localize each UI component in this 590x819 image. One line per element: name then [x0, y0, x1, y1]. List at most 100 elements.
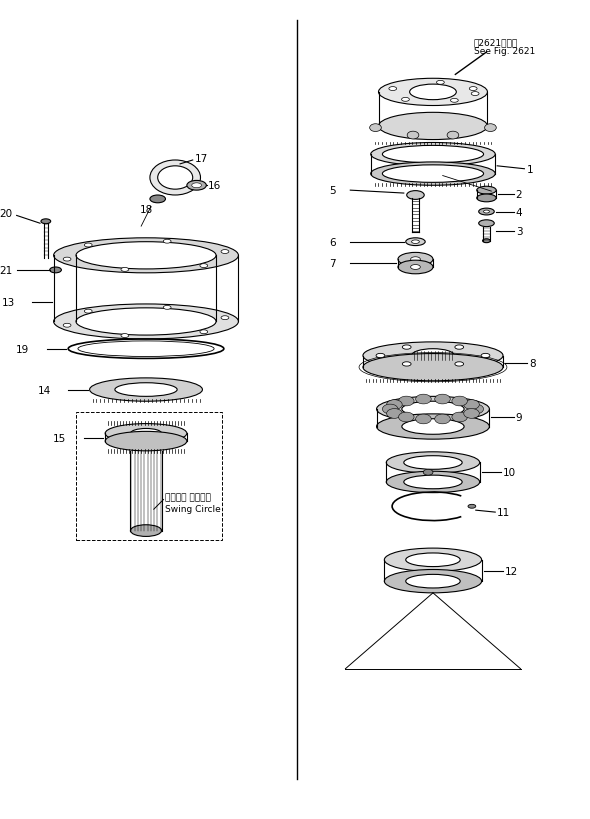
Text: 1: 1: [526, 165, 533, 174]
Ellipse shape: [484, 210, 489, 214]
Ellipse shape: [158, 166, 193, 190]
Ellipse shape: [477, 187, 496, 195]
Ellipse shape: [41, 219, 51, 224]
Ellipse shape: [407, 192, 424, 200]
Text: 15: 15: [53, 433, 66, 444]
Ellipse shape: [483, 239, 490, 243]
Ellipse shape: [411, 265, 420, 270]
Text: 20: 20: [0, 209, 13, 219]
Ellipse shape: [370, 124, 381, 133]
Ellipse shape: [455, 346, 464, 350]
Ellipse shape: [484, 124, 496, 133]
Ellipse shape: [416, 395, 431, 405]
Text: 10: 10: [503, 468, 516, 477]
Text: 12: 12: [505, 567, 518, 577]
Ellipse shape: [402, 402, 464, 417]
Ellipse shape: [363, 342, 503, 369]
Text: Swing Circle: Swing Circle: [165, 505, 221, 513]
Ellipse shape: [379, 113, 487, 140]
Ellipse shape: [63, 258, 71, 262]
Ellipse shape: [382, 405, 398, 414]
Ellipse shape: [468, 505, 476, 509]
Ellipse shape: [407, 132, 419, 140]
Ellipse shape: [435, 414, 450, 424]
Ellipse shape: [412, 349, 454, 363]
Ellipse shape: [402, 98, 409, 102]
Ellipse shape: [130, 429, 162, 439]
Ellipse shape: [416, 414, 431, 424]
Text: 14: 14: [37, 385, 51, 395]
Ellipse shape: [478, 209, 494, 215]
Ellipse shape: [398, 253, 433, 267]
Ellipse shape: [398, 413, 414, 423]
Text: 13: 13: [1, 297, 15, 308]
Text: 19: 19: [16, 344, 30, 355]
Ellipse shape: [163, 240, 171, 244]
Text: 5: 5: [329, 186, 336, 196]
Ellipse shape: [402, 419, 464, 435]
Ellipse shape: [121, 268, 129, 272]
Ellipse shape: [379, 79, 487, 106]
Ellipse shape: [386, 472, 480, 493]
Ellipse shape: [409, 85, 456, 101]
Ellipse shape: [371, 143, 495, 166]
Ellipse shape: [464, 409, 479, 419]
Text: 2: 2: [516, 190, 522, 200]
Ellipse shape: [471, 93, 479, 97]
Ellipse shape: [76, 242, 216, 269]
Text: 17: 17: [195, 154, 208, 164]
Ellipse shape: [115, 383, 177, 397]
Text: 8: 8: [529, 359, 536, 369]
Ellipse shape: [150, 196, 165, 204]
Ellipse shape: [404, 456, 462, 470]
Ellipse shape: [50, 268, 61, 274]
Text: 21: 21: [0, 265, 13, 275]
Ellipse shape: [76, 309, 216, 336]
Ellipse shape: [163, 306, 171, 310]
Ellipse shape: [54, 305, 238, 340]
Ellipse shape: [477, 195, 496, 202]
Ellipse shape: [384, 570, 481, 593]
Ellipse shape: [192, 183, 201, 188]
Text: 6: 6: [329, 238, 336, 247]
Text: See Fig. 2621: See Fig. 2621: [474, 47, 535, 56]
Ellipse shape: [90, 378, 202, 402]
Text: 3: 3: [516, 227, 522, 237]
Ellipse shape: [382, 147, 484, 164]
Text: 第2621図参照: 第2621図参照: [474, 38, 518, 48]
Ellipse shape: [376, 354, 385, 358]
Ellipse shape: [371, 163, 495, 186]
Ellipse shape: [423, 470, 433, 476]
Ellipse shape: [382, 165, 484, 183]
Ellipse shape: [411, 257, 420, 262]
Ellipse shape: [221, 316, 229, 320]
Ellipse shape: [447, 132, 459, 140]
Ellipse shape: [187, 181, 206, 191]
Text: 11: 11: [497, 508, 510, 518]
Ellipse shape: [150, 161, 201, 196]
Ellipse shape: [469, 88, 477, 92]
Ellipse shape: [386, 400, 402, 410]
Ellipse shape: [481, 354, 490, 358]
Ellipse shape: [384, 549, 481, 572]
Ellipse shape: [200, 265, 208, 269]
Ellipse shape: [406, 238, 425, 247]
Ellipse shape: [404, 476, 462, 489]
Ellipse shape: [452, 396, 467, 406]
Ellipse shape: [105, 424, 187, 444]
Ellipse shape: [386, 409, 402, 419]
Ellipse shape: [389, 88, 396, 92]
Ellipse shape: [452, 413, 467, 423]
Ellipse shape: [84, 244, 92, 247]
Text: 18: 18: [140, 205, 153, 215]
Ellipse shape: [478, 220, 494, 228]
Ellipse shape: [412, 241, 419, 244]
Ellipse shape: [406, 575, 460, 588]
Ellipse shape: [363, 354, 503, 382]
Ellipse shape: [435, 395, 450, 405]
Ellipse shape: [386, 452, 480, 473]
Ellipse shape: [402, 362, 411, 367]
Text: 9: 9: [516, 412, 522, 423]
Ellipse shape: [455, 362, 464, 367]
Ellipse shape: [63, 324, 71, 328]
